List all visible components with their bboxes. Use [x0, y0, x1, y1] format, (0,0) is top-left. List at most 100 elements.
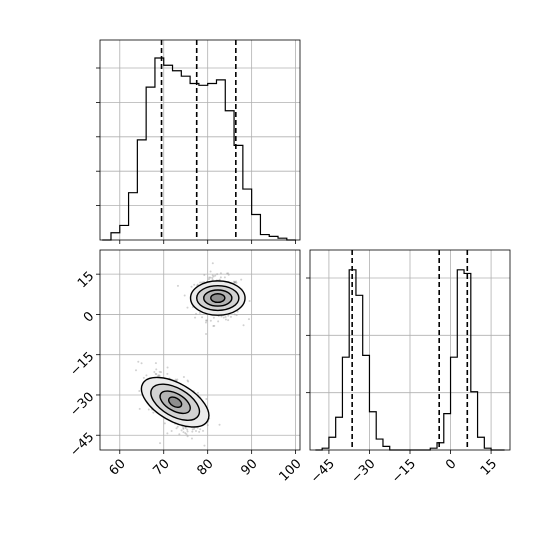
density-point [199, 428, 202, 431]
density-point [199, 281, 202, 284]
density-point [233, 313, 236, 316]
density-point [184, 432, 187, 435]
density-point [203, 273, 206, 276]
density-point [235, 280, 238, 283]
density-point [183, 294, 186, 297]
density-point [196, 391, 199, 394]
density-point [201, 316, 204, 319]
density-point [186, 306, 189, 309]
x-hist-frame [99, 39, 301, 241]
density-contour [210, 293, 226, 304]
density-point [155, 368, 158, 371]
y-hist-quantiles [351, 250, 469, 450]
density-point [248, 299, 251, 302]
density-point [186, 428, 189, 431]
density-frame [99, 249, 301, 451]
density-point [145, 374, 148, 377]
density-point [191, 430, 194, 433]
density-point [208, 276, 211, 279]
density-point [191, 428, 194, 431]
density-point [182, 375, 185, 378]
y-hist-grid [310, 250, 510, 450]
density-point [190, 285, 193, 288]
density-fills [141, 280, 246, 427]
density-point [138, 407, 141, 410]
density-point [135, 369, 138, 372]
density-point [180, 429, 183, 432]
density-point [201, 281, 204, 284]
density-point [205, 319, 208, 322]
density-point [209, 319, 212, 322]
density-point [152, 411, 155, 414]
density-point [147, 408, 150, 411]
x-marginal-panel [96, 39, 301, 244]
density-point [138, 390, 141, 393]
density-point [137, 360, 140, 363]
density-point [205, 319, 208, 322]
density-point [233, 281, 236, 284]
density-point [219, 272, 222, 275]
density-point [178, 433, 181, 436]
density-point [213, 324, 216, 327]
density-contour [203, 289, 233, 307]
density-point [227, 314, 230, 317]
density-point [211, 262, 214, 265]
density-point [219, 276, 222, 279]
y-marginal-panel: −45 −30 −15 0 15 [306, 249, 511, 486]
x-hist-ticks [96, 67, 297, 244]
density-point [240, 278, 243, 281]
density-point [206, 424, 209, 427]
density-point [198, 430, 201, 433]
density-point [222, 316, 225, 319]
density-contours [140, 280, 246, 428]
density-point [193, 283, 196, 286]
density-point [186, 379, 189, 382]
density-point [175, 427, 178, 430]
density-point [190, 437, 193, 440]
density-point [227, 272, 230, 275]
density-point [194, 430, 197, 433]
density-point [159, 442, 162, 445]
density-point [209, 276, 212, 279]
density-point [236, 310, 239, 313]
density-point [166, 366, 169, 369]
density-point [234, 281, 237, 284]
density-point [154, 372, 157, 375]
density-point [155, 373, 158, 376]
density-point [242, 324, 245, 327]
density-point [186, 435, 189, 438]
density-point [156, 375, 159, 378]
density-point [170, 429, 173, 432]
density-point [233, 281, 236, 284]
density-point [182, 427, 185, 430]
density-point [182, 427, 185, 430]
density-point [247, 318, 250, 321]
density-point [157, 374, 160, 377]
density-point [212, 316, 215, 319]
density-point [166, 372, 169, 375]
density-point [227, 273, 230, 276]
density-point [209, 270, 212, 273]
density-point [220, 315, 223, 318]
density-point [194, 316, 197, 319]
density-contour [159, 390, 191, 415]
density-point [186, 430, 189, 433]
density-point [182, 431, 185, 434]
density-point [195, 312, 198, 315]
density-contour [189, 280, 246, 316]
density-point [202, 429, 205, 432]
x-hist-grid [100, 40, 300, 240]
density-point [232, 280, 235, 283]
density-point [174, 378, 177, 381]
density-point [235, 281, 238, 284]
density-point [211, 274, 214, 277]
density-point [154, 362, 157, 365]
density-point [163, 422, 166, 425]
density-point [216, 273, 219, 276]
density-point [211, 277, 214, 280]
density-point [227, 319, 230, 322]
density-point [160, 371, 163, 374]
density-point [224, 318, 227, 321]
density-point [142, 376, 145, 379]
